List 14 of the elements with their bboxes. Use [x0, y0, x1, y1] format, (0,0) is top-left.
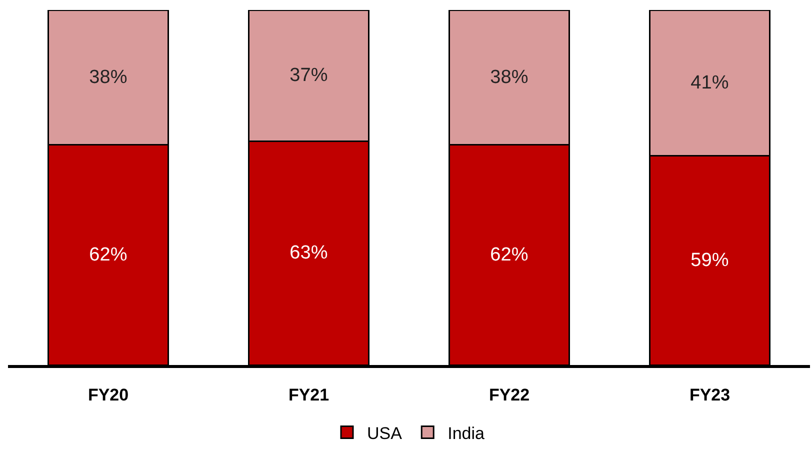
x-tick-label: FY23	[689, 385, 730, 404]
data-label: 62%	[490, 244, 528, 266]
x-tick-label: FY21	[288, 385, 330, 404]
data-label: 59%	[690, 250, 729, 271]
data-label: 62%	[89, 244, 128, 266]
data-label: 63%	[290, 242, 328, 264]
data-label: 38%	[490, 66, 528, 88]
data-label: 38%	[89, 66, 128, 88]
x-tick-label: FY22	[488, 385, 530, 404]
legend-label: India	[448, 424, 486, 443]
legend-label: USA	[367, 424, 403, 443]
data-label: 41%	[690, 72, 729, 94]
data-label: 37%	[290, 65, 328, 86]
x-tick-label: FY20	[88, 385, 129, 404]
